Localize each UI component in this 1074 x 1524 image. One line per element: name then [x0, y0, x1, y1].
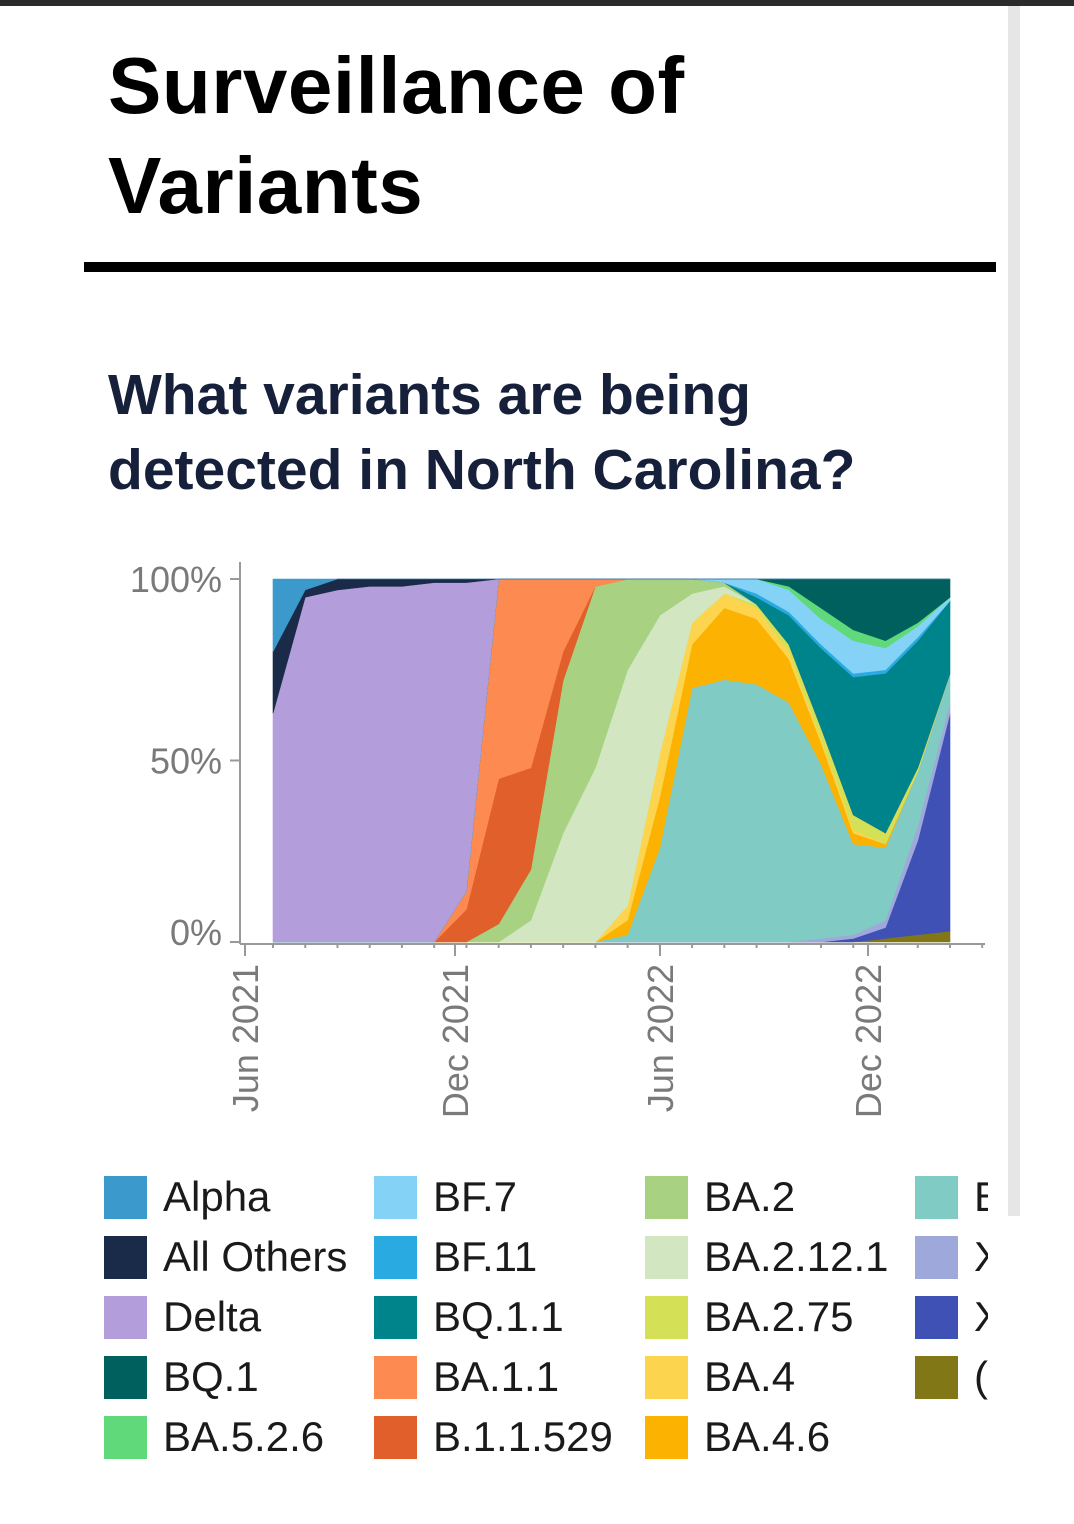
x-tick-label: Jun 2021	[225, 964, 266, 1112]
legend-swatch	[374, 1236, 417, 1279]
legend-label: BA.5.2.6	[163, 1413, 325, 1460]
legend-label: BA.2.75	[704, 1293, 854, 1340]
legend-label: (	[974, 1353, 988, 1400]
title-divider	[84, 262, 996, 272]
legend-swatch	[645, 1416, 688, 1459]
legend-swatch	[645, 1356, 688, 1399]
legend-label: BF.11	[433, 1233, 538, 1280]
legend-swatch	[374, 1416, 417, 1459]
y-tick-label: 100%	[130, 559, 222, 600]
legend-label: BA.2.12.1	[704, 1233, 889, 1280]
x-tick-label: Dec 2022	[848, 964, 889, 1118]
legend-label: B.1.1.529	[433, 1413, 613, 1460]
chart-legend: Alpha All Others Delta BQ.1 BA.5.2.6 BF.7 BF.1…	[104, 1172, 988, 1472]
legend-swatch	[915, 1356, 958, 1399]
legend-label: BQ.1	[163, 1353, 259, 1400]
legend-label: BF.7	[433, 1173, 518, 1220]
legend-label: BA.4	[704, 1353, 796, 1400]
scrollbar[interactable]	[1008, 6, 1020, 1216]
page-title: Surveillance of Variants	[108, 41, 685, 230]
legend-label: BQ.1.1	[433, 1293, 564, 1340]
legend-swatch	[374, 1356, 417, 1399]
legend-label: X	[974, 1232, 988, 1282]
section-heading: What variants are being detected in Nort…	[108, 363, 856, 502]
legend-swatch	[645, 1296, 688, 1339]
x-tick-label: Dec 2021	[435, 964, 476, 1118]
area-alpha	[272, 578, 950, 652]
legend-swatch	[645, 1176, 688, 1219]
legend-swatch	[104, 1296, 147, 1339]
legend-label: B	[974, 1172, 988, 1222]
legend-label: BA.1.1	[433, 1353, 560, 1400]
legend-label: Delta	[163, 1293, 262, 1340]
legend-swatch	[104, 1356, 147, 1399]
legend-swatch	[915, 1296, 958, 1339]
y-tick-label: 50%	[150, 741, 222, 782]
y-tick-label: 0%	[170, 912, 222, 953]
legend-label: BA.4.6	[704, 1413, 831, 1460]
variant-area-chart: 0% 50% 100% Jun 2021 Dec 2021 Jun 2022 Dec 202…	[130, 559, 985, 1118]
legend-swatch	[374, 1296, 417, 1339]
legend-label: X	[974, 1292, 988, 1342]
legend-swatch	[104, 1236, 147, 1279]
legend-swatch	[104, 1416, 147, 1459]
legend-label: Alpha	[163, 1173, 271, 1220]
x-tick-label: Jun 2022	[640, 964, 681, 1112]
legend-swatch	[915, 1236, 958, 1279]
top-border	[0, 0, 1074, 6]
legend-label: BA.2	[704, 1173, 796, 1220]
legend-swatch	[915, 1176, 958, 1219]
legend-label: All Others	[163, 1233, 348, 1280]
legend-swatch	[104, 1176, 147, 1219]
legend-swatch	[374, 1176, 417, 1219]
legend-swatch	[645, 1236, 688, 1279]
